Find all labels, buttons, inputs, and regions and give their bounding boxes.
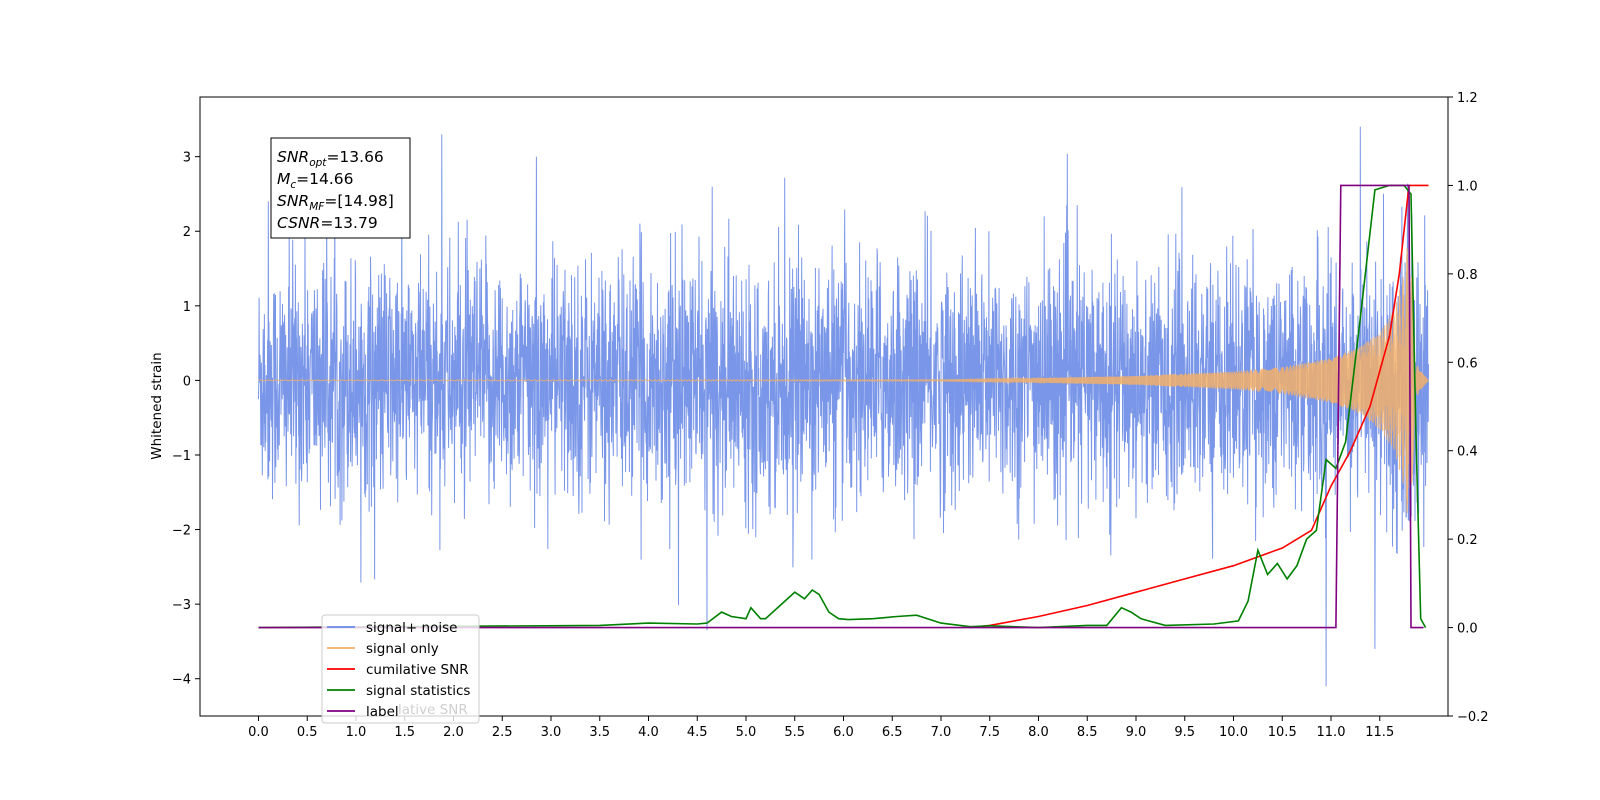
x-tick-label: 11.5 bbox=[1365, 725, 1394, 740]
legend-label: signal only bbox=[366, 641, 439, 657]
y-left-tick-label: −1 bbox=[172, 449, 191, 464]
x-tick-label: 5.0 bbox=[736, 725, 757, 740]
y-axis-label: Whitened strain bbox=[149, 352, 165, 459]
x-tick-label: 0.0 bbox=[248, 725, 269, 740]
x-tick-label: 6.0 bbox=[833, 725, 854, 740]
legend-ghost-text: lative SNR bbox=[398, 702, 468, 718]
series-cumulative-snr bbox=[970, 184, 1429, 629]
series-signal-only bbox=[258, 247, 1429, 514]
x-tick-label: 8.5 bbox=[1077, 725, 1098, 740]
x-tick-label: 10.0 bbox=[1219, 725, 1248, 740]
x-tick-label: 5.5 bbox=[784, 725, 805, 740]
y-right-tick-label: 1.2 bbox=[1457, 91, 1478, 106]
x-tick-label: 1.0 bbox=[346, 725, 367, 740]
annotation-box: SNRopt=13.66Mc=14.66SNRMF=[14.98]CSNR=13… bbox=[270, 137, 411, 239]
x-tick-label: 6.5 bbox=[882, 725, 903, 740]
y-right-tick-label: 0.2 bbox=[1457, 533, 1478, 548]
legend-label: label bbox=[366, 704, 399, 720]
y-left-tick-label: 3 bbox=[183, 151, 191, 166]
y-left-tick-label: −4 bbox=[172, 673, 191, 688]
x-tick-label: 0.5 bbox=[297, 725, 318, 740]
x-tick-label: 4.0 bbox=[638, 725, 659, 740]
x-tick-label: 11.0 bbox=[1317, 725, 1346, 740]
y-right-tick-label: −0.2 bbox=[1457, 710, 1489, 725]
annotation-line: SNRMF=[14.98] bbox=[277, 192, 394, 213]
legend: lative SNR signal+ noise signal only cumila… bbox=[321, 614, 480, 724]
annotation-line: SNRopt=13.66 bbox=[277, 148, 384, 169]
y-left-tick-label: 1 bbox=[183, 300, 191, 315]
y-right-tick-label: 0.4 bbox=[1457, 445, 1478, 460]
y-left-tick-label: −2 bbox=[172, 524, 191, 539]
plot-frame bbox=[199, 96, 1449, 717]
plot-area bbox=[258, 126, 1429, 687]
x-tick-label: 2.5 bbox=[492, 725, 513, 740]
series-signal-statistics bbox=[258, 184, 1427, 629]
x-tick-label: 7.0 bbox=[931, 725, 952, 740]
x-tick-label: 3.0 bbox=[541, 725, 562, 740]
y-left-tick-label: 0 bbox=[183, 374, 191, 389]
annotation-line: CSNR=13.79 bbox=[277, 214, 378, 232]
y-right-tick-label: 1.0 bbox=[1457, 179, 1478, 194]
x-tick-label: 10.5 bbox=[1268, 725, 1297, 740]
legend-label: signal statistics bbox=[366, 683, 470, 699]
x-tick-label: 7.5 bbox=[979, 725, 1000, 740]
y-left-tick-label: 2 bbox=[183, 225, 191, 240]
x-tick-label: 9.0 bbox=[1126, 725, 1147, 740]
y-right-tick-label: 0.0 bbox=[1457, 622, 1478, 637]
series-label bbox=[258, 184, 1424, 629]
x-tick-label: 1.5 bbox=[394, 725, 415, 740]
legend-label: cumilative SNR bbox=[366, 662, 469, 678]
y-right-tick-label: 0.6 bbox=[1457, 356, 1478, 371]
annotation-line: Mc=14.66 bbox=[277, 170, 354, 191]
x-tick-label: 9.5 bbox=[1174, 725, 1195, 740]
x-axis: 0.0 0.5 1.0 1.5 2.0 2.5 3.0 3.5 4.0 4.5 5.0 5.5 6.0 6… bbox=[248, 716, 1394, 740]
y-left-tick-label: −3 bbox=[172, 598, 191, 613]
x-tick-label: 8.0 bbox=[1028, 725, 1049, 740]
series-signal-noise bbox=[258, 126, 1429, 687]
y-right-tick-label: 0.8 bbox=[1457, 268, 1478, 283]
legend-label: signal+ noise bbox=[366, 620, 457, 636]
x-tick-label: 2.0 bbox=[443, 725, 464, 740]
y-axis-right: −0.2 0.0 0.2 0.4 0.6 0.8 1.0 1.2 bbox=[1448, 91, 1489, 725]
legend-frame bbox=[321, 614, 480, 724]
x-tick-label: 4.5 bbox=[687, 725, 708, 740]
x-tick-label: 3.5 bbox=[589, 725, 610, 740]
y-axis-left: −4 −3 −2 −1 0 1 2 3 bbox=[172, 151, 200, 688]
annotation-frame bbox=[270, 137, 411, 239]
